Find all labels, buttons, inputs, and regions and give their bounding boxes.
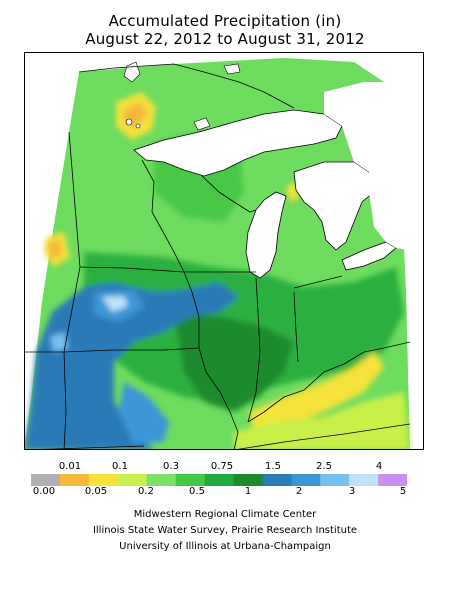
legend-label-bottom: 2: [295, 486, 303, 497]
legend-label-top: 1.5: [265, 461, 281, 472]
precip-zone-blue-sw: [24, 282, 239, 450]
boundary-sd-nd: [63, 131, 81, 353]
boundary-mn-wi: [141, 159, 185, 273]
legend-swatch: [117, 474, 147, 486]
precip-zone-blue-se-sw: [119, 382, 169, 444]
legend-label-bottom: 3: [348, 486, 356, 497]
boundary-il-in: [247, 277, 261, 423]
boundary-mn-ia: [79, 266, 185, 273]
legend-label-top: 2.5: [316, 461, 332, 472]
legend-label-top: 0.75: [210, 461, 234, 472]
legend-swatch: [291, 474, 321, 486]
map-date-range: August 22, 2012 to August 31, 2012: [85, 30, 365, 48]
legend-swatch: [59, 474, 90, 486]
legend-swatch: [378, 474, 407, 486]
precipitation-map: [24, 52, 424, 450]
legend-swatch: [204, 474, 234, 486]
legend-label-bottom: 5: [399, 486, 407, 497]
legend-label-bottom: 0.5: [189, 486, 205, 497]
legend-swatch: [320, 474, 350, 486]
legend-label-bottom: 1: [244, 486, 252, 497]
credit-line: University of Illinois at Urbana-Champai…: [119, 541, 331, 552]
lake-superior: [133, 109, 343, 177]
precip-zone-yellow-southeast: [249, 352, 384, 432]
boundary-canada: [78, 63, 295, 109]
credit-line: Illinois State Water Survey, Prairie Res…: [92, 525, 358, 536]
legend-label-top: 0.3: [163, 461, 179, 472]
boundary-mo-ks: [24, 351, 67, 450]
state-boundaries: [24, 63, 411, 450]
legend-color-bar: [31, 474, 407, 486]
rainy-lake: [223, 63, 241, 75]
legend-label-bottom: 0.05: [84, 486, 108, 497]
credit-line: Midwestern Regional Climate Center: [133, 509, 317, 520]
boundary-ky-tn: [233, 423, 411, 450]
legend-swatch: [233, 474, 263, 486]
legend-label-top: 4: [375, 461, 383, 472]
legend-label-bottom: 0.2: [138, 486, 154, 497]
boundary-in-oh: [293, 291, 299, 363]
map-title: Accumulated Precipitation (in): [108, 12, 342, 30]
legend-swatch: [146, 474, 176, 486]
legend-label-top: 0.01: [58, 461, 82, 472]
boundary-mi-upper-wi: [201, 175, 257, 213]
lake-erie: [341, 241, 397, 271]
legend-swatch: [262, 474, 292, 486]
small-lake-2: [135, 123, 141, 129]
precip-zone-pale-blue: [102, 296, 128, 312]
boundary-mi-oh: [293, 275, 343, 289]
lake-michigan: [245, 191, 287, 279]
legend-label-top: 0.1: [112, 461, 128, 472]
legend-swatch: [31, 474, 61, 486]
precip-zone-light-green-south: [234, 392, 410, 450]
legend-swatch: [88, 474, 119, 486]
ontario-region: [324, 82, 424, 252]
map-frame: [24, 52, 424, 450]
boundary-ia-il: [183, 271, 200, 348]
small-lake-1: [125, 118, 133, 126]
boundary-mississippi: [198, 347, 239, 450]
boundary-ia-mo: [63, 347, 200, 353]
precip-zone-dark-green-2: [174, 312, 294, 412]
precip-zone-light-blue-2: [50, 332, 68, 352]
legend-swatch: [175, 474, 205, 486]
lake-huron: [293, 161, 375, 251]
legend-swatch: [349, 474, 379, 486]
isle-royale: [193, 117, 211, 131]
boundary-ohio-river: [247, 341, 411, 423]
precip-zone-orange-west: [48, 240, 62, 258]
legend-label-bottom: 0.00: [32, 486, 56, 497]
